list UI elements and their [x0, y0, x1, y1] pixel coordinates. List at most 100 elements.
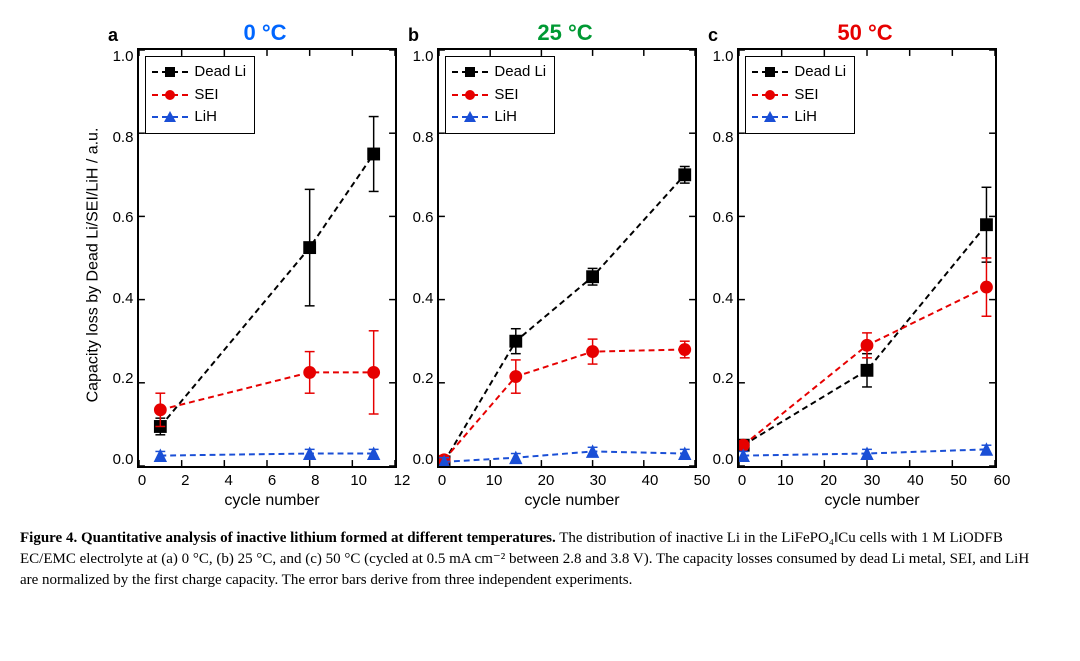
legend-swatch-icon	[152, 65, 188, 79]
y-tick-label: 0.8	[713, 129, 734, 146]
y-tick-label: 1.0	[713, 48, 734, 65]
panels-container: a 0 °C 1.00.80.60.40.20.0Dead LiSEILiH02…	[108, 20, 1002, 510]
legend-swatch-icon	[452, 110, 488, 124]
y-tick-label: 0.6	[413, 209, 434, 226]
panel-letter: c	[708, 25, 758, 46]
legend-label: Dead Li	[194, 61, 246, 84]
panel-temperature: 50 °C	[758, 20, 972, 46]
x-tick-label: 60	[994, 472, 1011, 489]
x-tick-label: 10	[777, 472, 794, 489]
panel-title-row: c 50 °C	[708, 20, 1002, 46]
y-tick-label: 0.2	[413, 370, 434, 387]
panel-letter: a	[108, 25, 158, 46]
y-tick-label: 0.6	[113, 209, 134, 226]
legend-item: LiH	[752, 106, 846, 129]
x-tick-label: 30	[590, 472, 607, 489]
legend-label: LiH	[794, 106, 817, 129]
plot-outer: 1.0 0.8 0.6 0.4 0.2 0.0 Dead LiSEILiH	[113, 48, 398, 468]
x-axis-label: cycle number	[524, 492, 619, 510]
legend-label: SEI	[794, 84, 818, 107]
y-axis-ticks: 1.0 0.8 0.6 0.4 0.2 0.0	[713, 48, 738, 468]
x-axis-ticks: 024681012	[142, 472, 402, 490]
y-tick-label: 0.8	[113, 129, 134, 146]
legend-item: Dead Li	[152, 61, 246, 84]
x-axis-label: cycle number	[824, 492, 919, 510]
x-tick-label: 20	[538, 472, 555, 489]
legend-swatch-icon	[452, 65, 488, 79]
y-tick-label: 0.8	[413, 129, 434, 146]
figure-caption: Figure 4. Quantitative analysis of inact…	[20, 528, 1040, 591]
chart-panel: c 50 °C 1.0 0.8 0.6 0.4 0.2 0.0 Dead LiSEILiH 0…	[708, 20, 1002, 510]
y-axis-ticks: 1.0 0.8 0.6 0.4 0.2 0.0	[113, 48, 138, 468]
y-tick-label: 0.0	[113, 451, 134, 468]
y-tick-label: 0.4	[413, 290, 434, 307]
ylabel-container: Capacity loss by Dead Li/SEI/LiH / a.u.	[78, 20, 108, 510]
chart-panel: b 25 °C 1.0 0.8 0.6 0.4 0.2 0.0 Dead LiSEILiH 0…	[408, 20, 702, 510]
legend-swatch-icon	[152, 88, 188, 102]
legend-label: SEI	[494, 84, 518, 107]
legend-item: SEI	[752, 84, 846, 107]
panel-temperature: 0 °C	[158, 20, 372, 46]
legend-item: Dead Li	[752, 61, 846, 84]
x-axis-label: cycle number	[224, 492, 319, 510]
legend-item: LiH	[152, 106, 246, 129]
legend: Dead LiSEILiH	[445, 56, 555, 134]
x-tick-label: 40	[642, 472, 659, 489]
legend-label: Dead Li	[794, 61, 846, 84]
plot-area: Dead LiSEILiH	[437, 48, 697, 468]
x-axis-ticks: 0102030405060	[742, 472, 1002, 490]
x-tick-label: 50	[950, 472, 967, 489]
legend: Dead LiSEILiH	[145, 56, 255, 134]
panel-title-row: a 0 °C	[108, 20, 402, 46]
x-tick-label: 10	[350, 472, 367, 489]
panel-title-row: b 25 °C	[408, 20, 702, 46]
y-tick-label: 1.0	[113, 48, 134, 65]
y-tick-label: 0.2	[713, 370, 734, 387]
legend-swatch-icon	[152, 110, 188, 124]
x-axis-ticks: 01020304050	[442, 472, 702, 490]
x-tick-label: 0	[438, 472, 446, 489]
plot-area: Dead LiSEILiH	[137, 48, 397, 468]
x-tick-label: 4	[224, 472, 232, 489]
y-axis-label: Capacity loss by Dead Li/SEI/LiH / a.u.	[84, 128, 102, 403]
y-tick-label: 0.0	[713, 451, 734, 468]
y-tick-label: 0.4	[113, 290, 134, 307]
panel-letter: b	[408, 25, 458, 46]
x-tick-label: 20	[820, 472, 837, 489]
x-tick-label: 0	[138, 472, 146, 489]
legend-label: SEI	[194, 84, 218, 107]
chart-panel: a 0 °C 1.0 0.8 0.6 0.4 0.2 0.0 Dead LiSEILiH 0 2…	[108, 20, 402, 510]
x-tick-label: 10	[486, 472, 503, 489]
y-tick-label: 1.0	[413, 48, 434, 65]
legend: Dead LiSEILiH	[745, 56, 855, 134]
x-tick-label: 40	[907, 472, 924, 489]
legend-swatch-icon	[752, 65, 788, 79]
figure-row: Capacity loss by Dead Li/SEI/LiH / a.u. …	[20, 20, 1060, 510]
y-tick-label: 0.6	[713, 209, 734, 226]
y-tick-label: 0.4	[713, 290, 734, 307]
legend-item: SEI	[452, 84, 546, 107]
legend-item: SEI	[152, 84, 246, 107]
panel-temperature: 25 °C	[458, 20, 672, 46]
x-tick-label: 50	[694, 472, 711, 489]
plot-outer: 1.0 0.8 0.6 0.4 0.2 0.0 Dead LiSEILiH	[713, 48, 998, 468]
y-tick-label: 0.2	[113, 370, 134, 387]
x-tick-label: 30	[864, 472, 881, 489]
legend-label: LiH	[494, 106, 517, 129]
plot-area: Dead LiSEILiH	[737, 48, 997, 468]
legend-item: Dead Li	[452, 61, 546, 84]
legend-label: LiH	[194, 106, 217, 129]
plot-outer: 1.0 0.8 0.6 0.4 0.2 0.0 Dead LiSEILiH	[413, 48, 698, 468]
legend-item: LiH	[452, 106, 546, 129]
x-tick-label: 2	[181, 472, 189, 489]
x-tick-label: 6	[268, 472, 276, 489]
legend-swatch-icon	[752, 110, 788, 124]
legend-swatch-icon	[752, 88, 788, 102]
y-axis-ticks: 1.0 0.8 0.6 0.4 0.2 0.0	[413, 48, 438, 468]
legend-label: Dead Li	[494, 61, 546, 84]
x-tick-label: 8	[311, 472, 319, 489]
legend-swatch-icon	[452, 88, 488, 102]
x-tick-label: 0	[738, 472, 746, 489]
y-tick-label: 0.0	[413, 451, 434, 468]
x-tick-label: 12	[394, 472, 411, 489]
